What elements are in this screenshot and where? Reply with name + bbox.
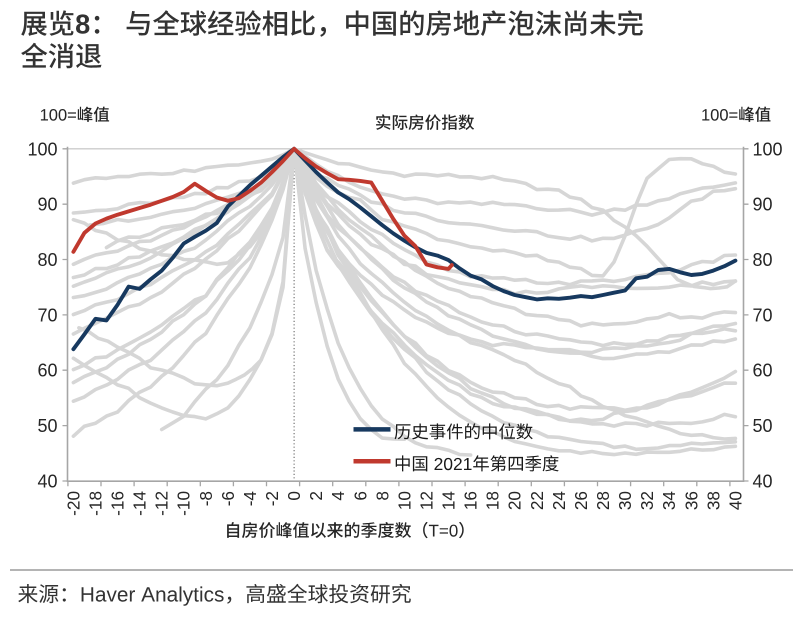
svg-text:10: 10 [394,491,414,510]
svg-text:80: 80 [37,250,57,270]
svg-text:100: 100 [753,139,783,159]
svg-text:-14: -14 [130,491,150,516]
svg-text:60: 60 [753,361,773,381]
svg-text:90: 90 [753,195,773,215]
svg-text:60: 60 [37,361,57,381]
svg-text:36: 36 [681,491,701,510]
svg-text:2: 2 [306,491,326,501]
svg-text:-20: -20 [63,491,83,516]
svg-text:8: 8 [372,491,392,501]
svg-text:34: 34 [659,491,679,511]
svg-text:0: 0 [284,491,304,501]
svg-text:-18: -18 [86,491,106,516]
svg-text:26: 26 [571,491,591,510]
svg-text:-6: -6 [218,491,238,506]
svg-text:22: 22 [527,491,547,510]
svg-text:80: 80 [753,250,773,270]
svg-text:14: 14 [439,491,459,511]
svg-text:6: 6 [350,491,370,501]
svg-text:-10: -10 [174,491,194,516]
svg-text:-4: -4 [240,491,260,507]
svg-text:40: 40 [725,491,745,510]
svg-text:16: 16 [461,491,481,510]
svg-text:18: 18 [483,491,503,510]
svg-text:-2: -2 [262,491,282,506]
svg-text:40: 40 [37,472,57,492]
svg-text:70: 70 [753,305,773,325]
svg-text:90: 90 [37,195,57,215]
svg-text:-16: -16 [108,491,128,516]
svg-text:32: 32 [637,491,657,510]
svg-text:4: 4 [328,491,348,501]
svg-text:100: 100 [27,139,57,159]
svg-text:-8: -8 [196,491,216,506]
svg-text:20: 20 [505,491,525,510]
svg-text:50: 50 [753,416,773,436]
svg-text:-12: -12 [152,491,172,516]
svg-text:38: 38 [703,491,723,510]
svg-text:24: 24 [549,491,569,511]
svg-text:30: 30 [615,491,635,510]
svg-text:40: 40 [753,472,773,492]
svg-text:12: 12 [417,491,437,510]
svg-text:28: 28 [593,491,613,510]
svg-text:70: 70 [37,305,57,325]
svg-text:50: 50 [37,416,57,436]
